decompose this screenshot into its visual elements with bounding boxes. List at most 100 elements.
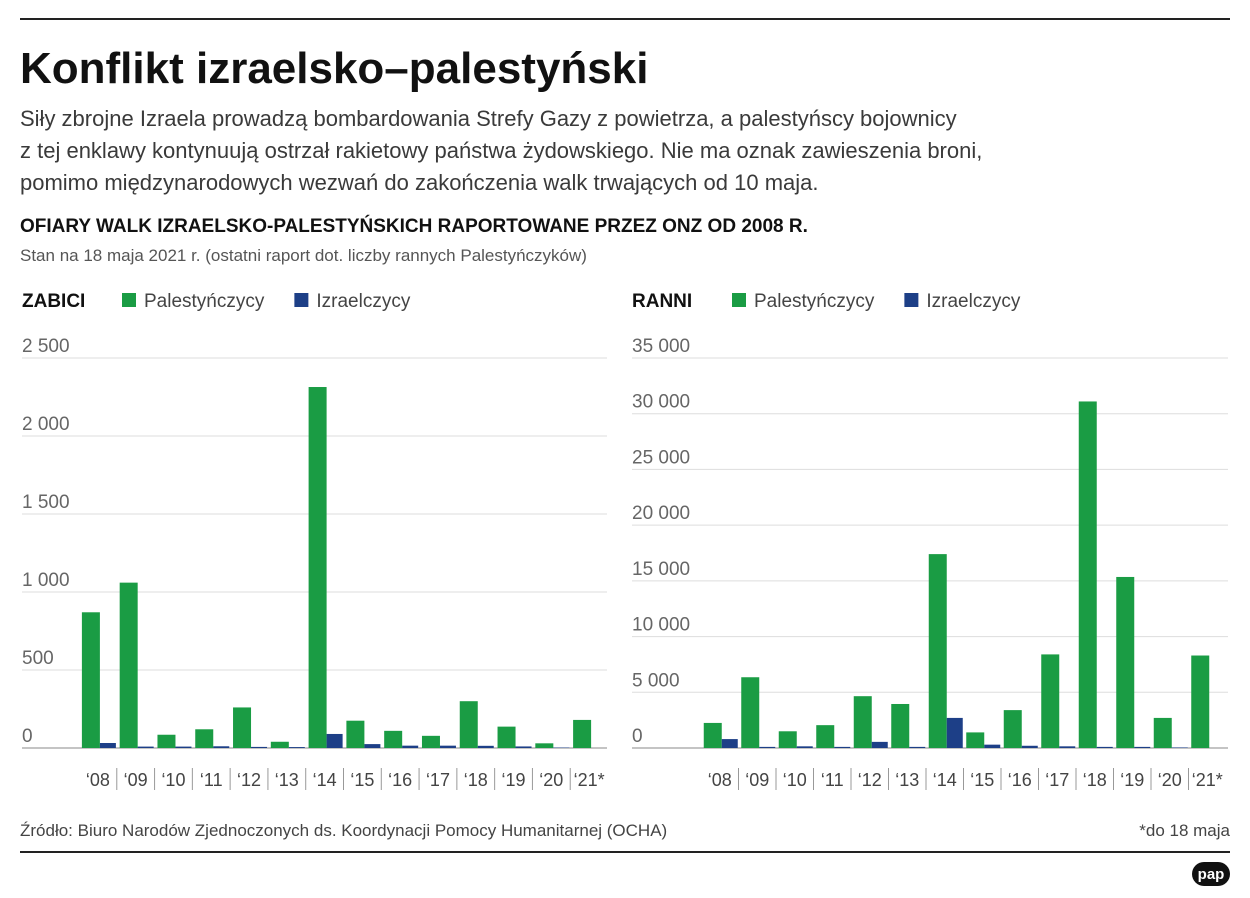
- bar: [346, 720, 365, 748]
- x-tick-label: ‘21*: [574, 770, 605, 790]
- bar: [1021, 745, 1038, 748]
- x-tick-label: ‘13: [895, 770, 919, 790]
- y-tick-label: 30 000: [632, 392, 690, 413]
- x-tick-label: ‘18: [1083, 770, 1107, 790]
- x-tick-label: ‘19: [502, 770, 526, 790]
- x-tick-label: ‘17: [1045, 770, 1069, 790]
- bar: [270, 741, 289, 748]
- bar: [834, 746, 851, 748]
- footnote: *do 18 maja: [1139, 821, 1230, 840]
- y-tick-label: 0: [632, 726, 643, 747]
- y-tick-label: 5 000: [632, 670, 680, 691]
- bar: [721, 739, 738, 748]
- bar: [1078, 401, 1097, 748]
- x-tick-label: ‘12: [858, 770, 882, 790]
- bar: [1153, 717, 1172, 748]
- x-tick-label: ‘08: [708, 770, 732, 790]
- bar: [175, 746, 192, 748]
- x-tick-label: ‘20: [539, 770, 563, 790]
- x-tick-label: ‘08: [86, 770, 110, 790]
- x-tick-label: ‘13: [275, 770, 299, 790]
- description-line: Siły zbrojne Izraela prowadzą bombardowa…: [20, 106, 957, 131]
- x-tick-label: ‘15: [350, 770, 374, 790]
- x-tick-label: ‘10: [783, 770, 807, 790]
- y-tick-label: 500: [22, 648, 54, 669]
- bar: [928, 554, 947, 748]
- bar: [853, 696, 872, 748]
- legend-swatch: [294, 293, 309, 307]
- bar: [966, 732, 985, 748]
- x-tick-label: ‘15: [970, 770, 994, 790]
- bar: [1116, 576, 1135, 748]
- bar: [308, 387, 327, 748]
- bar: [364, 744, 381, 748]
- logo-badge: [1192, 862, 1230, 886]
- bar: [573, 719, 592, 748]
- legend-label: Izraelczycy: [926, 291, 1020, 312]
- x-tick-label: ‘14: [313, 770, 337, 790]
- bar: [213, 746, 230, 748]
- source: Źródło: Biuro Narodów Zjednoczonych ds. …: [20, 821, 667, 840]
- bar: [1041, 654, 1060, 748]
- y-tick-label: 35 000: [632, 336, 690, 357]
- x-tick-label: ‘09: [745, 770, 769, 790]
- bar: [816, 725, 835, 748]
- bar: [477, 745, 494, 748]
- bar: [119, 582, 138, 748]
- description-line: pomimo międzynarodowych wezwań do zakońc…: [20, 170, 819, 195]
- bar: [195, 729, 214, 748]
- y-tick-label: 15 000: [632, 559, 690, 580]
- y-tick-label: 2 000: [22, 414, 70, 435]
- y-tick-label: 25 000: [632, 447, 690, 468]
- bar: [459, 701, 478, 748]
- logo: pap: [1198, 866, 1225, 883]
- bar: [157, 734, 176, 748]
- x-tick-label: ‘12: [237, 770, 261, 790]
- y-tick-label: 2 500: [22, 336, 70, 357]
- bar: [233, 707, 252, 748]
- bar: [99, 743, 116, 748]
- y-tick-label: 20 000: [632, 503, 690, 524]
- y-tick-label: 1 500: [22, 492, 70, 513]
- x-tick-label: ‘11: [821, 770, 844, 790]
- x-tick-label: ‘18: [464, 770, 488, 790]
- legend-label: Palestyńczycy: [754, 291, 875, 312]
- x-tick-label: ‘20: [1158, 770, 1182, 790]
- subheading: Stan na 18 maja 2021 r. (ostatni raport …: [20, 246, 587, 265]
- chart-title: RANNI: [632, 291, 692, 312]
- x-tick-label: ‘17: [426, 770, 450, 790]
- bar: [759, 746, 776, 748]
- x-tick-label: ‘16: [1008, 770, 1032, 790]
- bar: [1096, 746, 1113, 748]
- bar: [384, 730, 403, 748]
- bar: [1059, 746, 1076, 748]
- x-tick-label: ‘21*: [1192, 770, 1223, 790]
- bar: [891, 703, 910, 748]
- bar: [497, 726, 516, 748]
- x-tick-label: ‘19: [1120, 770, 1144, 790]
- bar: [251, 746, 268, 748]
- bar: [946, 717, 963, 748]
- bar: [1171, 747, 1188, 748]
- bar: [81, 612, 100, 748]
- y-tick-label: 0: [22, 726, 33, 747]
- bar: [288, 747, 305, 748]
- bar: [984, 744, 1001, 748]
- bar: [1003, 710, 1022, 748]
- x-tick-label: ‘11: [200, 770, 223, 790]
- legend-swatch: [904, 293, 919, 307]
- bar: [326, 733, 343, 748]
- bar: [909, 746, 926, 748]
- chart-title: ZABICI: [22, 291, 85, 312]
- x-tick-label: ‘09: [124, 770, 148, 790]
- bar: [402, 745, 419, 748]
- bar: [871, 741, 888, 748]
- title: Konflikt izraelsko–palestyński: [20, 44, 648, 93]
- bar: [535, 743, 554, 748]
- bar: [1134, 746, 1151, 748]
- bar: [703, 722, 722, 748]
- legend-label: Izraelczycy: [316, 291, 410, 312]
- bar: [778, 731, 797, 748]
- bar: [439, 745, 456, 748]
